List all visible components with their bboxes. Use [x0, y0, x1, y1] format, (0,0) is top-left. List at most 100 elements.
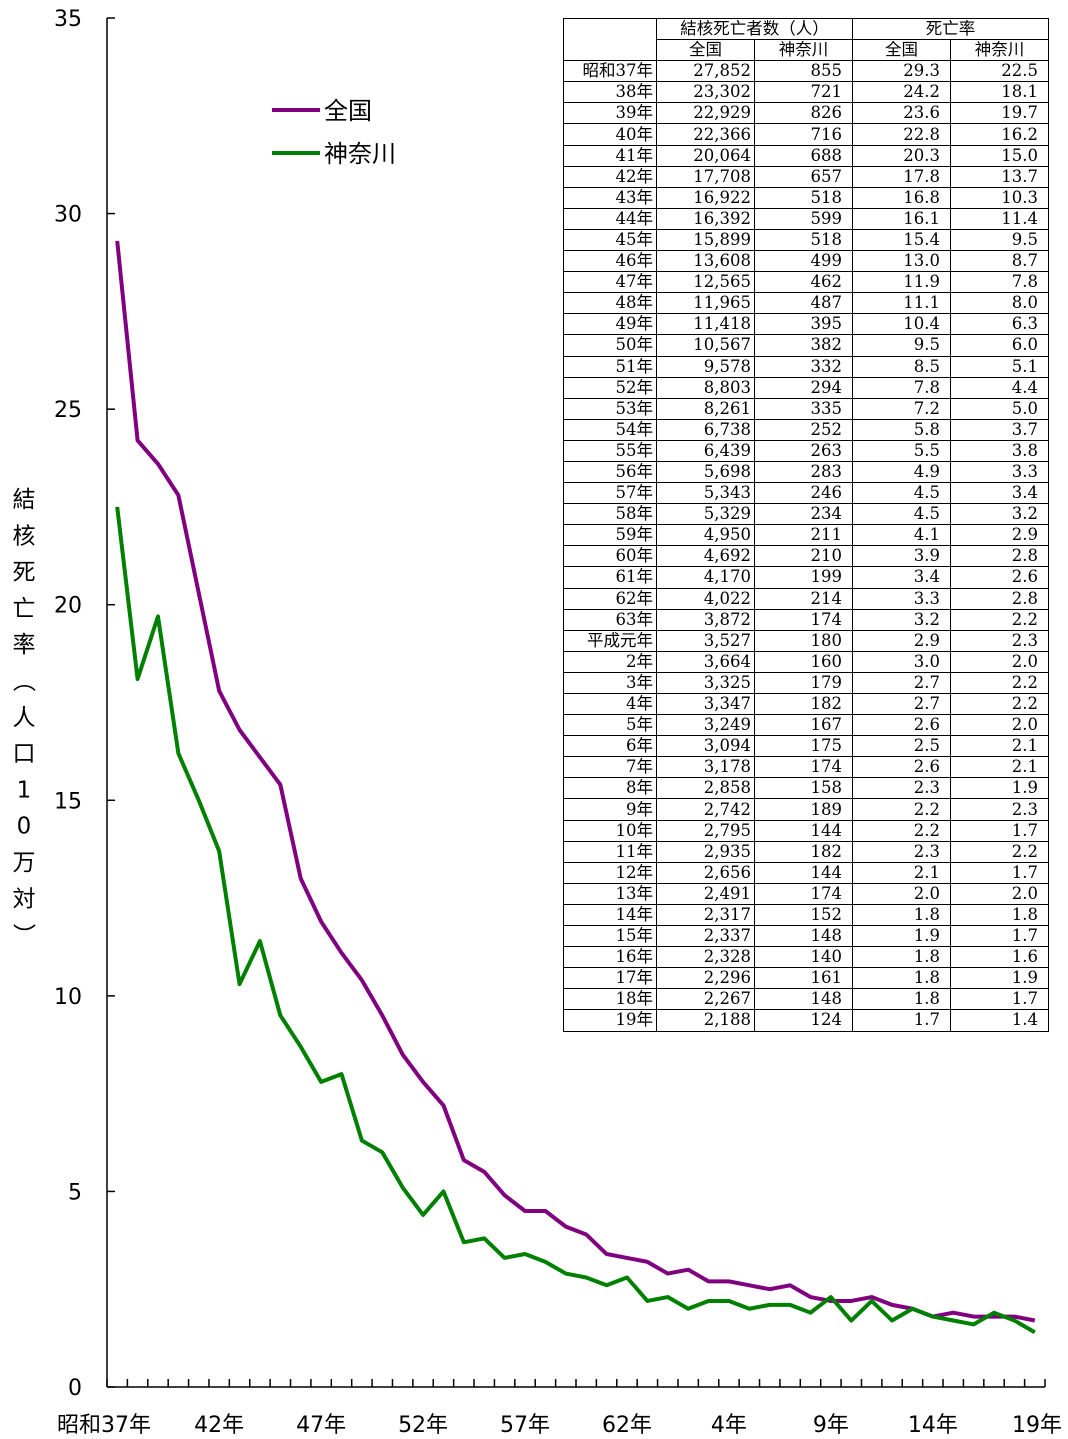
table-row: 54年 6,738 252 5.8 3.7 — [563, 418, 1049, 441]
table-cell: 15.0 — [950, 144, 1049, 167]
table-cell: 144 — [754, 861, 853, 884]
table-row: 53年 8,261 335 7.2 5.0 — [563, 397, 1049, 420]
series-line-0 — [115, 240, 1036, 1323]
y-axis-label-char: 口 — [13, 741, 36, 767]
table-cell: 2,742 — [656, 798, 755, 821]
table-row: 13年 2,491 174 2.0 2.0 — [563, 882, 1049, 905]
table-cell: 1.6 — [950, 946, 1049, 969]
table-cell: 1.8 — [852, 967, 951, 990]
y-tick-label: 25 — [54, 398, 82, 423]
table-cell: 599 — [754, 207, 853, 230]
table-row-year: 51年 — [563, 355, 657, 378]
table-row: 51年 9,578 332 8.5 5.1 — [563, 355, 1049, 378]
table-row-year: 63年 — [563, 608, 657, 631]
table-cell: 3,178 — [656, 756, 755, 779]
table-cell: 27,852 — [656, 60, 755, 83]
table-row-year: 55年 — [563, 439, 657, 462]
table-cell: 1.4 — [950, 1009, 1049, 1032]
y-tick-label: 35 — [54, 7, 82, 32]
table-cell: 3.8 — [950, 439, 1049, 462]
table-cell: 2.2 — [950, 608, 1049, 631]
table-row-year: 58年 — [563, 503, 657, 526]
table-row-year: 50年 — [563, 334, 657, 357]
table-cell: 148 — [754, 988, 853, 1011]
table-cell: 1.8 — [852, 903, 951, 927]
table-cell: 20,064 — [656, 144, 755, 167]
table-cell: 189 — [754, 798, 853, 821]
table-row: 2年 3,664 160 3.0 2.0 — [563, 650, 1049, 673]
table-cell: 2.1 — [950, 756, 1049, 779]
y-axis-label-char: 死 — [13, 560, 36, 586]
table-cell: 3,094 — [656, 735, 755, 758]
table-row-year: 10年 — [563, 819, 657, 842]
table-row: 18年 2,267 148 1.8 1.7 — [563, 988, 1049, 1011]
table-cell: 15,899 — [656, 228, 755, 252]
table-cell: 6.0 — [950, 334, 1049, 357]
y-tick-label: 15 — [54, 789, 82, 814]
table-cell: 2,337 — [656, 925, 755, 948]
table-header-col: 神奈川 — [950, 39, 1049, 62]
table-cell: 2,267 — [656, 988, 755, 1011]
table-row: 38年 23,302 721 24.2 18.1 — [563, 81, 1049, 104]
table-cell: 17.8 — [852, 165, 951, 188]
table-row: 8年 2,858 158 2.3 1.9 — [563, 777, 1049, 800]
table-header-group-row: 結核死亡者数（人） 死亡率 — [563, 17, 1049, 62]
table-cell: 5,343 — [656, 482, 755, 505]
table-row: 12年 2,656 144 2.1 1.7 — [563, 861, 1049, 884]
table-row: 61年 4,170 199 3.4 2.6 — [563, 566, 1049, 589]
table-cell: 2.5 — [852, 735, 951, 758]
table-row-year: 62年 — [563, 587, 657, 610]
table-row-year: 13年 — [563, 882, 657, 905]
table-cell: 2,858 — [656, 777, 755, 800]
table-row-year: 46年 — [563, 250, 657, 273]
table-row-year: 17年 — [563, 967, 657, 990]
table-cell: 3.4 — [852, 566, 951, 589]
table-cell: 1.8 — [852, 946, 951, 969]
table-cell: 487 — [754, 292, 853, 315]
table-row-year: 39年 — [563, 102, 657, 125]
table-cell: 17,708 — [656, 165, 755, 188]
table-row: 3年 3,325 179 2.7 2.2 — [563, 671, 1049, 695]
table-cell: 2.6 — [852, 756, 951, 779]
table-row-year: 2年 — [563, 650, 657, 673]
data-table: 結核死亡者数（人） 死亡率 全国 神奈川 全国 神奈川 昭和37年 27,852 8… — [563, 17, 1049, 1032]
table-cell: 1.7 — [852, 1009, 951, 1032]
table-cell: 9.5 — [950, 228, 1049, 252]
table-row: 47年 12,565 462 11.9 7.8 — [563, 271, 1049, 294]
y-tick-label: 5 — [68, 1180, 82, 1205]
table-cell: 174 — [754, 882, 853, 905]
chart-series — [115, 240, 1036, 1334]
table-cell: 2,656 — [656, 861, 755, 884]
table-cell: 214 — [754, 587, 853, 610]
y-axis-label-char: 核 — [13, 523, 36, 549]
table-body: 昭和37年 27,852 855 29.3 22.5 38年 23,302 721 24.2 18… — [563, 60, 1049, 1032]
y-axis-label-char: 亡 — [13, 596, 36, 622]
table-cell: 8.5 — [852, 355, 951, 378]
table-row-year: 16年 — [563, 946, 657, 969]
table-cell: 3.2 — [852, 608, 951, 631]
table-cell: 8,261 — [656, 397, 755, 420]
table-cell: 210 — [754, 545, 853, 568]
table-cell: 10.3 — [950, 186, 1049, 209]
table-cell: 2.2 — [950, 840, 1049, 863]
table-row: 6年 3,094 175 2.5 2.1 — [563, 735, 1049, 758]
table-row-year: 47年 — [563, 271, 657, 294]
table-row-year: 38年 — [563, 81, 657, 104]
table-row-year: 4年 — [563, 692, 657, 716]
table-row-year: 48年 — [563, 292, 657, 315]
table-cell: 1.7 — [950, 861, 1049, 884]
table-row-year: 45年 — [563, 228, 657, 252]
y-axis-label-char: ） — [10, 923, 36, 946]
table-row: 16年 2,328 140 1.8 1.6 — [563, 946, 1049, 969]
y-axis-label-char: 0 — [17, 814, 32, 840]
table-cell: 13,608 — [656, 250, 755, 273]
table-cell: 180 — [754, 629, 853, 652]
table-cell: 518 — [754, 186, 853, 209]
table-cell: 22.5 — [950, 60, 1049, 83]
table-row-year: 3年 — [563, 671, 657, 695]
x-tick-label: 57年 — [500, 1413, 550, 1438]
table-cell: 2,935 — [656, 840, 755, 863]
y-axis-label-char: 1 — [17, 777, 32, 803]
